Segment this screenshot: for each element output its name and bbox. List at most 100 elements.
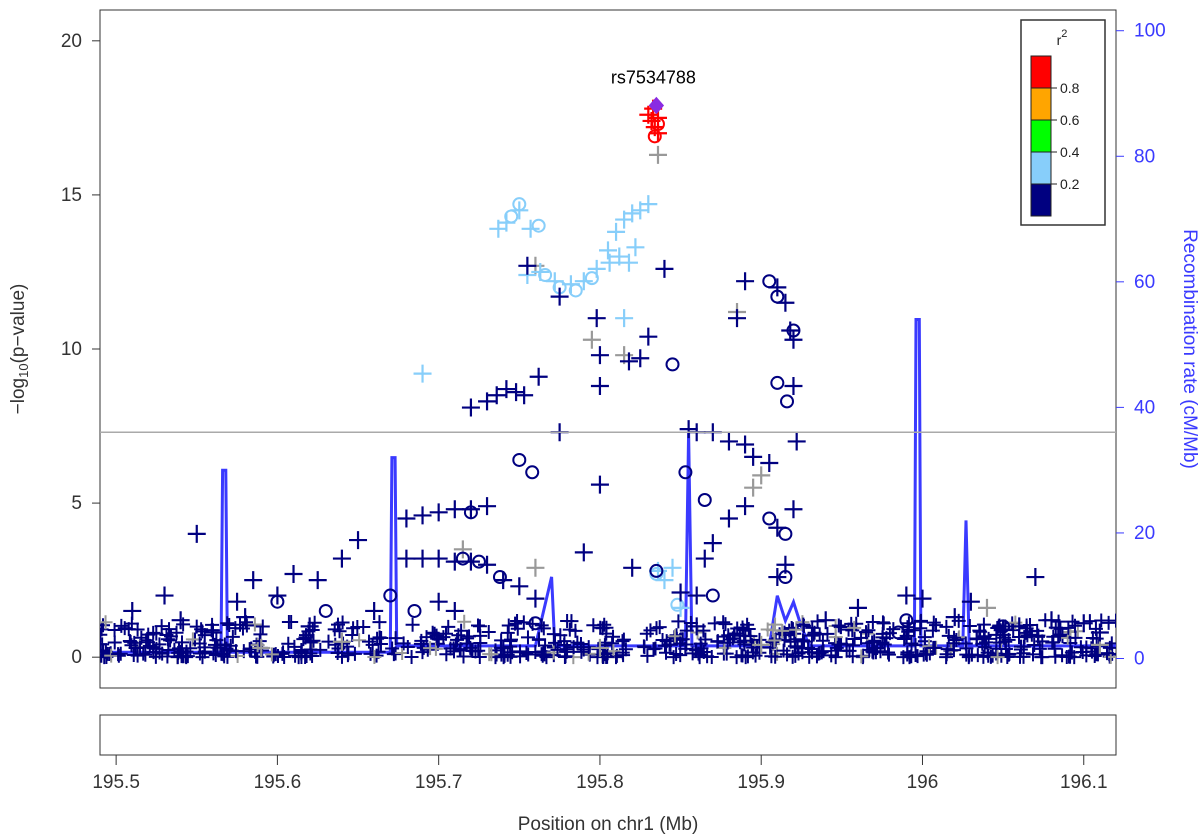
snp-point-plus	[497, 380, 516, 399]
snp-point-circle	[891, 625, 906, 640]
snp-point-plus	[461, 398, 480, 417]
snp-point-circle	[512, 452, 527, 467]
snp-background-mark	[998, 641, 1013, 656]
snp-background-mark	[281, 615, 296, 630]
snp-background-mark	[207, 637, 222, 652]
snp-background-mark	[252, 634, 267, 649]
snp-point-plus	[574, 543, 593, 562]
snp-point-plus	[429, 549, 448, 568]
snp-background-mark	[833, 619, 848, 634]
snp-background-mark	[1068, 618, 1083, 633]
snp-background-mark	[847, 631, 862, 646]
ld-legend: r2 0.8 0.6 0.4 0.2	[1020, 19, 1106, 226]
snp-background-mark	[737, 633, 752, 648]
x-tick-label: 195.5	[92, 772, 140, 793]
snp-point-plus	[236, 608, 255, 627]
snp-point-plus	[587, 309, 606, 328]
snp-point-plus	[478, 392, 497, 411]
snp-point-circle	[678, 465, 693, 480]
snp-point-plus	[187, 524, 206, 543]
snp-background-mark	[615, 645, 630, 660]
snp-point-plus	[1090, 623, 1109, 642]
snp-point-plus	[639, 195, 658, 214]
snp-background-mark	[716, 615, 731, 630]
snp-point-plus	[461, 552, 480, 571]
snp-background-mark	[336, 636, 351, 651]
snp-point-plus	[171, 611, 190, 630]
snp-background-mark	[247, 617, 262, 632]
snp-background-mark	[718, 617, 733, 632]
snp-background-mark	[142, 638, 157, 653]
snp-background-mark	[228, 644, 243, 659]
snp-background-mark	[692, 650, 707, 665]
snp-background-mark	[534, 647, 549, 662]
snp-point-plus	[1026, 568, 1045, 587]
snp-background-mark	[405, 617, 420, 632]
snp-point-plus	[123, 601, 142, 620]
snp-point-plus	[600, 253, 619, 272]
lead-snp-label: rs7534788	[611, 68, 696, 88]
snp-background-mark	[738, 650, 753, 665]
y-right-tick-label: 40	[1134, 397, 1155, 418]
snp-background-mark	[789, 622, 804, 637]
snp-background-mark	[335, 615, 350, 630]
snp-point-plus	[648, 145, 667, 164]
snp-point-plus	[736, 435, 755, 454]
x-tick-label: 196	[907, 772, 939, 793]
y-right-tick-label: 0	[1134, 648, 1145, 669]
snp-background-mark	[493, 640, 508, 655]
snp-background-mark	[828, 650, 843, 665]
legend-title-sup: 2	[1061, 28, 1067, 40]
snp-point-plus	[744, 478, 763, 497]
snp-background-mark	[704, 650, 719, 665]
snp-background-mark	[831, 618, 846, 633]
snp-background-mark	[395, 646, 410, 661]
snp-point-plus	[913, 589, 932, 608]
snp-background-mark	[340, 648, 355, 663]
y-right-tick-label: 60	[1134, 272, 1155, 293]
snp-background-mark	[671, 614, 686, 629]
snp-background-mark	[439, 626, 454, 641]
snp-background-mark	[465, 644, 480, 659]
snp-point-circle	[665, 357, 680, 372]
snp-background-mark	[472, 650, 487, 665]
snp-background-mark	[845, 649, 860, 664]
snp-background-mark	[163, 629, 178, 644]
snp-point-circle	[407, 603, 422, 618]
snp-background-mark	[500, 625, 515, 640]
snp-background-mark	[618, 642, 633, 657]
snp-point-plus	[655, 259, 674, 278]
snp-point-plus	[453, 540, 472, 559]
snp-point-circle	[780, 394, 795, 409]
snp-background-mark	[456, 649, 471, 664]
snp-background-mark	[745, 645, 760, 660]
snp-point-plus	[787, 432, 806, 451]
snp-point-plus	[626, 238, 645, 257]
snp-background-mark	[560, 614, 575, 629]
snp-point-plus	[574, 272, 593, 291]
snp-point-circle	[670, 597, 685, 612]
snp-background-mark	[557, 637, 572, 652]
legend-color-bin	[1030, 151, 1052, 185]
snp-background-mark	[666, 650, 681, 665]
axes-layer: 0 5 10 15 20 0 20 40 60 80 100 195.5 195.6 195.7 195.8…	[61, 21, 1166, 793]
y-axis-left-title-tail: (p−value)	[8, 284, 29, 364]
snp-point-plus	[610, 247, 629, 266]
snp-background-mark	[683, 616, 698, 631]
snp-background-mark	[519, 646, 534, 661]
snp-background-mark	[669, 646, 684, 661]
snp-point-circle	[463, 505, 478, 520]
snp-point-circle	[899, 613, 914, 628]
snp-point-plus	[284, 564, 303, 583]
snp-point-circle	[770, 289, 785, 304]
y-axis-right-title: Recombination rate (cM/Mb)	[1179, 229, 1200, 469]
snp-point-plus	[760, 454, 779, 473]
snp-background-mark	[1051, 628, 1066, 643]
snp-point-plus	[623, 558, 642, 577]
snp-background-mark	[161, 643, 176, 658]
snp-background-mark	[1053, 621, 1068, 636]
y-left-tick-label: 20	[61, 31, 82, 52]
snp-background-mark	[372, 615, 387, 630]
snp-background-mark	[454, 623, 469, 638]
